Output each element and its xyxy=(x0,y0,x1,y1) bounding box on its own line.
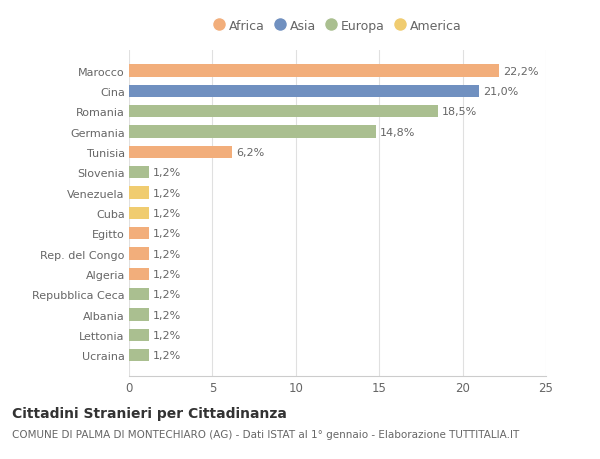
Bar xyxy=(129,167,149,179)
Bar xyxy=(129,228,149,240)
Text: 1,2%: 1,2% xyxy=(153,229,181,239)
Text: 1,2%: 1,2% xyxy=(153,249,181,259)
Bar xyxy=(129,329,149,341)
Text: 1,2%: 1,2% xyxy=(153,208,181,218)
Text: 1,2%: 1,2% xyxy=(153,168,181,178)
Legend: Africa, Asia, Europa, America: Africa, Asia, Europa, America xyxy=(211,17,464,36)
Text: 22,2%: 22,2% xyxy=(503,67,539,76)
Text: 18,5%: 18,5% xyxy=(442,107,477,117)
Bar xyxy=(129,268,149,280)
Text: Cittadini Stranieri per Cittadinanza: Cittadini Stranieri per Cittadinanza xyxy=(12,406,287,420)
Bar xyxy=(129,207,149,219)
Text: 1,2%: 1,2% xyxy=(153,290,181,300)
Text: 1,2%: 1,2% xyxy=(153,351,181,360)
Bar xyxy=(129,106,437,118)
Text: 1,2%: 1,2% xyxy=(153,188,181,198)
Text: 14,8%: 14,8% xyxy=(380,127,415,137)
Bar xyxy=(129,126,376,138)
Bar xyxy=(129,187,149,199)
Text: 1,2%: 1,2% xyxy=(153,269,181,279)
Text: COMUNE DI PALMA DI MONTECHIARO (AG) - Dati ISTAT al 1° gennaio - Elaborazione TU: COMUNE DI PALMA DI MONTECHIARO (AG) - Da… xyxy=(12,429,519,439)
Text: 1,2%: 1,2% xyxy=(153,330,181,340)
Bar xyxy=(129,309,149,321)
Bar xyxy=(129,146,232,159)
Text: 6,2%: 6,2% xyxy=(236,148,265,157)
Bar xyxy=(129,65,499,78)
Bar xyxy=(129,85,479,98)
Bar xyxy=(129,349,149,362)
Bar xyxy=(129,248,149,260)
Bar xyxy=(129,289,149,301)
Text: 1,2%: 1,2% xyxy=(153,310,181,320)
Text: 21,0%: 21,0% xyxy=(484,87,519,97)
